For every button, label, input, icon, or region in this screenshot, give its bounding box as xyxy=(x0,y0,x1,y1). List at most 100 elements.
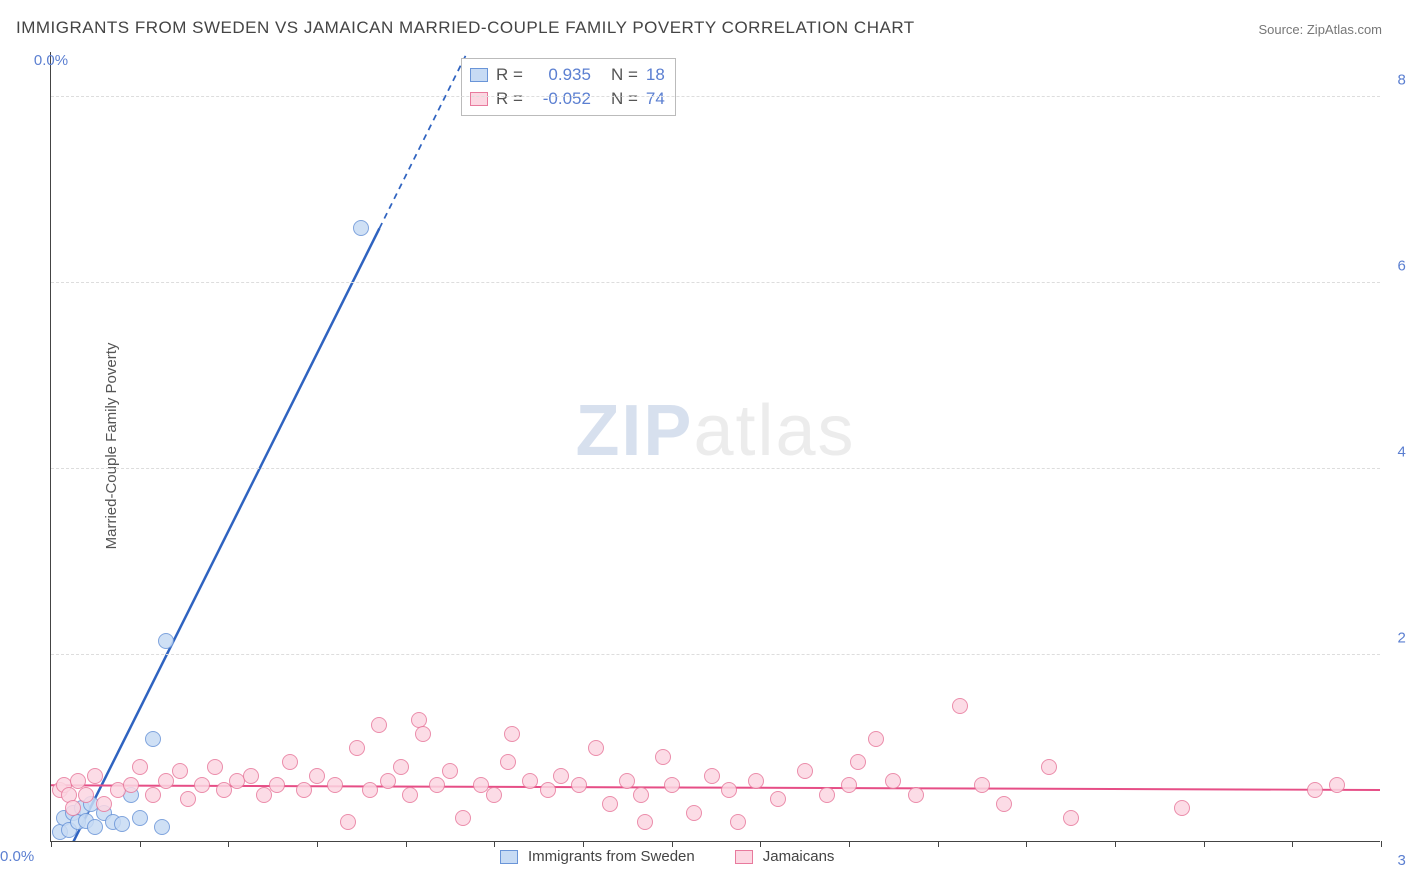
gridline xyxy=(51,282,1380,283)
data-point-jamaican xyxy=(974,777,990,793)
data-point-jamaican xyxy=(522,773,538,789)
x-tick xyxy=(51,841,52,847)
data-point-jamaican xyxy=(1174,800,1190,816)
source-label: Source: ZipAtlas.com xyxy=(1258,22,1382,37)
data-point-jamaican xyxy=(429,777,445,793)
data-point-jamaican xyxy=(841,777,857,793)
data-point-jamaican xyxy=(704,768,720,784)
data-point-sweden xyxy=(114,816,130,832)
data-point-jamaican xyxy=(269,777,285,793)
x-tick xyxy=(760,841,761,847)
x-tick xyxy=(938,841,939,847)
data-point-jamaican xyxy=(571,777,587,793)
x-tick xyxy=(1204,841,1205,847)
legend-row-sweden: R = 0.935N = 18 xyxy=(470,63,665,87)
legend-swatch xyxy=(470,68,488,82)
data-point-jamaican xyxy=(996,796,1012,812)
data-point-jamaican xyxy=(132,759,148,775)
data-point-jamaican xyxy=(371,717,387,733)
y-tick-label: 60.0% xyxy=(1385,258,1406,275)
data-point-jamaican xyxy=(486,787,502,803)
data-point-jamaican xyxy=(180,791,196,807)
data-point-jamaican xyxy=(588,740,604,756)
x-tick xyxy=(140,841,141,847)
legend-label: Jamaicans xyxy=(763,848,835,865)
data-point-jamaican xyxy=(664,777,680,793)
data-point-sweden xyxy=(158,633,174,649)
y-tick-label: 0.0% xyxy=(0,848,55,865)
data-point-sweden xyxy=(132,810,148,826)
data-point-jamaican xyxy=(721,782,737,798)
data-point-jamaican xyxy=(1063,810,1079,826)
data-point-jamaican xyxy=(327,777,343,793)
data-point-jamaican xyxy=(145,787,161,803)
x-tick xyxy=(1292,841,1293,847)
x-tick xyxy=(1381,841,1382,847)
data-point-jamaican xyxy=(540,782,556,798)
gridline xyxy=(51,654,1380,655)
x-tick xyxy=(494,841,495,847)
data-point-sweden xyxy=(87,819,103,835)
data-point-jamaican xyxy=(868,731,884,747)
x-tick xyxy=(228,841,229,847)
data-point-jamaican xyxy=(797,763,813,779)
x-tick xyxy=(849,841,850,847)
data-point-jamaican xyxy=(393,759,409,775)
gridline xyxy=(51,468,1380,469)
data-point-jamaican xyxy=(655,749,671,765)
plot-area: ZIPatlas R = 0.935N = 18R = -0.052N = 74… xyxy=(50,52,1380,842)
data-point-jamaican xyxy=(282,754,298,770)
data-point-jamaican xyxy=(885,773,901,789)
data-point-jamaican xyxy=(908,787,924,803)
y-tick-label: 20.0% xyxy=(1385,630,1406,647)
x-tick xyxy=(1115,841,1116,847)
data-point-jamaican xyxy=(340,814,356,830)
data-point-jamaican xyxy=(207,759,223,775)
data-point-jamaican xyxy=(619,773,635,789)
chart-title: IMMIGRANTS FROM SWEDEN VS JAMAICAN MARRI… xyxy=(16,18,915,38)
x-tick xyxy=(317,841,318,847)
data-point-jamaican xyxy=(504,726,520,742)
data-point-jamaican xyxy=(500,754,516,770)
legend-bottom: Immigrants from Sweden Jamaicans xyxy=(500,848,864,865)
data-point-sweden xyxy=(154,819,170,835)
data-point-jamaican xyxy=(553,768,569,784)
data-point-jamaican xyxy=(1307,782,1323,798)
data-point-jamaican xyxy=(1041,759,1057,775)
data-point-jamaican xyxy=(296,782,312,798)
legend-swatch xyxy=(735,850,753,864)
data-point-jamaican xyxy=(455,810,471,826)
watermark: ZIPatlas xyxy=(575,390,855,472)
x-tick-label: 0.0% xyxy=(34,52,68,69)
legend-row-jamaican: R = -0.052N = 74 xyxy=(470,87,665,111)
data-point-jamaican xyxy=(309,768,325,784)
data-point-jamaican xyxy=(243,768,259,784)
data-point-jamaican xyxy=(415,726,431,742)
correlation-legend: R = 0.935N = 18R = -0.052N = 74 xyxy=(461,58,676,116)
data-point-jamaican xyxy=(96,796,112,812)
data-point-jamaican xyxy=(123,777,139,793)
data-point-jamaican xyxy=(362,782,378,798)
data-point-jamaican xyxy=(748,773,764,789)
data-point-jamaican xyxy=(402,787,418,803)
data-point-jamaican xyxy=(87,768,103,784)
data-point-jamaican xyxy=(850,754,866,770)
data-point-jamaican xyxy=(730,814,746,830)
data-point-jamaican xyxy=(442,763,458,779)
legend-label: Immigrants from Sweden xyxy=(528,848,695,865)
data-point-jamaican xyxy=(633,787,649,803)
data-point-jamaican xyxy=(952,698,968,714)
data-point-jamaican xyxy=(819,787,835,803)
y-tick-label: 40.0% xyxy=(1385,444,1406,461)
trend-lines-layer xyxy=(51,52,1380,841)
data-point-jamaican xyxy=(380,773,396,789)
legend-swatch xyxy=(470,92,488,106)
data-point-jamaican xyxy=(65,800,81,816)
gridline xyxy=(51,96,1380,97)
data-point-jamaican xyxy=(349,740,365,756)
data-point-jamaican xyxy=(637,814,653,830)
data-point-jamaican xyxy=(686,805,702,821)
y-tick-label: 80.0% xyxy=(1385,72,1406,89)
x-tick xyxy=(583,841,584,847)
x-tick xyxy=(1026,841,1027,847)
